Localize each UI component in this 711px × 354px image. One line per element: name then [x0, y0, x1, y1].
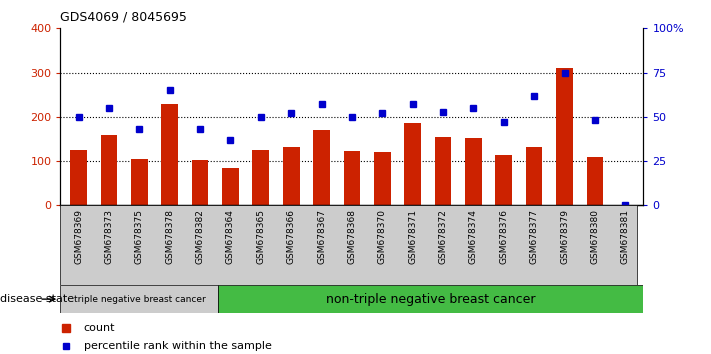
Text: GSM678370: GSM678370: [378, 209, 387, 264]
Text: GSM678372: GSM678372: [439, 209, 447, 264]
Bar: [587, 156, 603, 205]
Text: GSM678367: GSM678367: [317, 209, 326, 264]
Text: GSM678377: GSM678377: [530, 209, 539, 264]
Bar: [70, 150, 87, 205]
Bar: [192, 160, 208, 205]
Bar: [496, 155, 512, 205]
Text: GSM678378: GSM678378: [165, 209, 174, 264]
Bar: [465, 138, 482, 205]
Text: GSM678368: GSM678368: [348, 209, 356, 264]
FancyBboxPatch shape: [60, 285, 218, 313]
Text: GSM678381: GSM678381: [621, 209, 630, 264]
Text: GSM678374: GSM678374: [469, 209, 478, 264]
Text: GSM678371: GSM678371: [408, 209, 417, 264]
Text: GSM678373: GSM678373: [105, 209, 114, 264]
Text: GSM678379: GSM678379: [560, 209, 569, 264]
Bar: [374, 152, 390, 205]
Text: GSM678364: GSM678364: [226, 209, 235, 264]
Bar: [314, 130, 330, 205]
Bar: [131, 159, 148, 205]
Text: GSM678369: GSM678369: [74, 209, 83, 264]
Bar: [556, 68, 573, 205]
Text: percentile rank within the sample: percentile rank within the sample: [84, 341, 272, 351]
Text: GDS4069 / 8045695: GDS4069 / 8045695: [60, 11, 187, 24]
Text: non-triple negative breast cancer: non-triple negative breast cancer: [326, 293, 535, 306]
Text: GSM678382: GSM678382: [196, 209, 205, 264]
Bar: [405, 124, 421, 205]
Text: count: count: [84, 322, 115, 332]
Text: disease state: disease state: [0, 294, 74, 304]
Bar: [101, 135, 117, 205]
Bar: [252, 150, 269, 205]
Text: GSM678366: GSM678366: [287, 209, 296, 264]
Text: GSM678375: GSM678375: [135, 209, 144, 264]
Bar: [343, 151, 360, 205]
Bar: [283, 147, 299, 205]
Bar: [161, 104, 178, 205]
Bar: [526, 147, 542, 205]
Text: triple negative breast cancer: triple negative breast cancer: [73, 295, 205, 304]
Bar: [434, 137, 451, 205]
FancyBboxPatch shape: [60, 205, 637, 285]
FancyBboxPatch shape: [218, 285, 643, 313]
Text: GSM678376: GSM678376: [499, 209, 508, 264]
Text: GSM678380: GSM678380: [590, 209, 599, 264]
Bar: [222, 168, 239, 205]
Text: GSM678365: GSM678365: [257, 209, 265, 264]
